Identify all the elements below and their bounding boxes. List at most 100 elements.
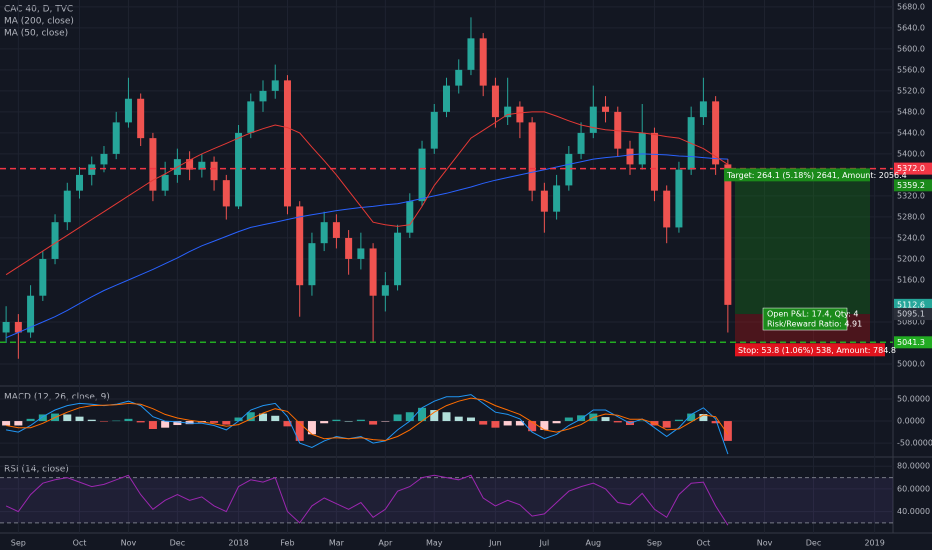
macd-histogram-bar: [185, 421, 194, 425]
macd-histogram-bar: [442, 412, 451, 422]
rsi-band: [0, 477, 893, 523]
macd-histogram-bar: [723, 421, 732, 441]
candle-body: [76, 174, 84, 191]
macd-title: MACD (12, 26, close, 9): [4, 393, 110, 403]
candle-body: [186, 159, 194, 170]
axis-label: 5095.1: [897, 310, 925, 319]
candle-body: [491, 85, 499, 118]
macd-histogram-bar: [234, 417, 243, 422]
macd-histogram-bar: [148, 421, 157, 429]
candle-body: [614, 111, 622, 149]
y-tick-label: 80.0000: [897, 462, 930, 471]
indicator-line: [6, 394, 729, 455]
candle-body: [565, 153, 573, 186]
macd-histogram-bar: [210, 421, 219, 423]
macd-histogram-bar: [271, 415, 280, 422]
candle-body: [357, 248, 365, 259]
axis-label: 5372.0: [897, 164, 925, 173]
candle-body: [712, 101, 720, 165]
y-tick-label: 5400.0: [897, 149, 925, 158]
x-tick-label: 2018: [228, 539, 248, 548]
axis-label: 5112.6: [897, 300, 925, 309]
macd-histogram-bar: [99, 421, 108, 422]
symbol-title: CAC 40, D, TVC: [4, 5, 73, 15]
y-tick-label: 5440.0: [897, 128, 925, 137]
macd-histogram-bar: [613, 421, 622, 423]
candle-body: [222, 180, 230, 207]
y-tick-label: 5280.0: [897, 212, 925, 221]
macd-histogram-bar: [173, 421, 182, 426]
y-tick-label: 5640.0: [897, 23, 925, 32]
legend-entry: MA (50, close): [4, 29, 68, 39]
y-tick-label: -50.0000: [897, 439, 932, 448]
pnl-text: Open P&L: 17.4, Qty: 4: [767, 310, 858, 319]
axis-label-box: [894, 336, 932, 349]
x-tick-label: Sep: [647, 539, 662, 548]
indicator-line: [5, 111, 729, 276]
candle-body: [553, 185, 561, 212]
candle-body: [504, 106, 512, 118]
candle-body: [663, 190, 671, 228]
candle-body: [345, 237, 353, 259]
candle-body: [247, 101, 255, 133]
y-tick-label: 0.0000: [897, 417, 925, 426]
candle-body: [394, 232, 402, 286]
macd-histogram-bar: [112, 420, 121, 422]
macd-histogram-bar: [38, 414, 47, 422]
macd-histogram-bar: [540, 421, 549, 430]
macd-histogram-bar: [454, 416, 463, 422]
macd-histogram-bar: [577, 415, 586, 422]
candle-body: [332, 222, 340, 238]
y-tick-label: 5600.0: [897, 44, 925, 53]
macd-histogram-bar: [356, 419, 365, 422]
candle-body: [406, 201, 414, 233]
macd-histogram-bar: [687, 413, 696, 422]
pnl-box: [762, 307, 848, 331]
macd-histogram-bar: [564, 417, 573, 422]
axis-label-box: [894, 179, 932, 192]
macd-histogram-bar: [601, 417, 610, 422]
candle-body: [369, 248, 377, 296]
candle-body: [100, 153, 108, 165]
candle-body: [650, 132, 658, 191]
macd-histogram-bar: [418, 407, 427, 422]
candle-body: [320, 222, 328, 244]
stop-box: [735, 343, 885, 357]
x-tick-label: Apr: [378, 539, 393, 548]
macd-histogram-bar: [711, 421, 720, 424]
x-tick-label: May: [426, 539, 443, 548]
y-tick-label: 5320.0: [897, 191, 925, 200]
target-box: [724, 168, 870, 182]
y-tick-label: 5240.0: [897, 233, 925, 242]
macd-histogram-bar: [638, 420, 647, 422]
stop-text: Stop: 53.8 (1.06%) 538, Amount: 784.8: [738, 346, 896, 355]
x-tick-label: Jun: [488, 539, 502, 548]
macd-histogram-bar: [246, 412, 255, 422]
candle-body: [626, 148, 634, 165]
macd-histogram-bar: [552, 421, 561, 424]
candle-body: [149, 138, 157, 191]
macd-histogram-bar: [124, 418, 133, 422]
macd-histogram-bar: [393, 414, 402, 422]
candle-body: [235, 132, 243, 207]
candle-body: [699, 101, 707, 118]
macd-histogram-bar: [466, 417, 475, 422]
candle-body: [14, 321, 22, 333]
axis-label-box: [894, 162, 932, 175]
candle-body: [137, 98, 145, 139]
candle-body: [308, 243, 316, 286]
macd-histogram-bar: [405, 412, 414, 422]
x-tick-label: Aug: [585, 539, 601, 548]
candle-body: [638, 132, 646, 165]
candle-body: [418, 148, 426, 202]
y-tick-label: 5480.0: [897, 107, 925, 116]
axis-label-box: [894, 298, 932, 311]
macd-histogram-bar: [503, 421, 512, 426]
target-zone: [735, 175, 870, 315]
candle-body: [39, 258, 47, 296]
candle-body: [528, 122, 536, 191]
candle-body: [455, 69, 463, 86]
y-tick-label: 5680.0: [897, 2, 925, 11]
x-tick-label: Feb: [280, 539, 294, 548]
